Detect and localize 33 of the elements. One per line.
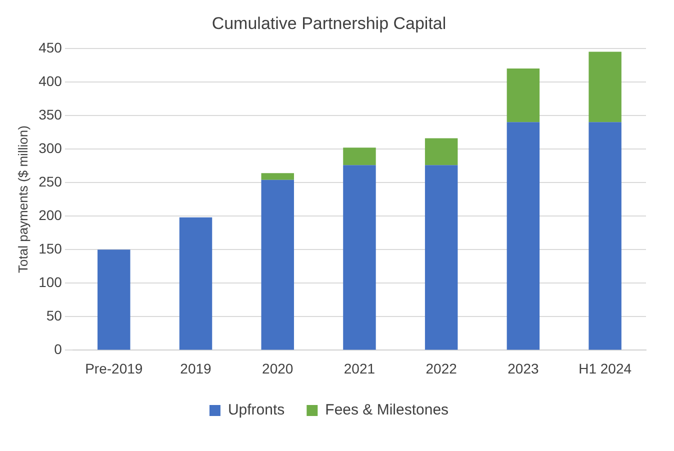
- bar: [261, 173, 294, 180]
- y-tick-label: 450: [38, 39, 62, 56]
- y-tick-label: 50: [46, 308, 62, 324]
- y-tick-label: 350: [38, 106, 62, 122]
- y-axis-title: Total payments ($ million): [15, 126, 30, 273]
- x-tick-label: Pre-2019: [85, 360, 143, 376]
- bar: [588, 52, 622, 122]
- bar: [506, 122, 540, 350]
- bar: [424, 165, 458, 350]
- bar: [343, 165, 376, 350]
- bar: [343, 148, 376, 166]
- legend-label: Fees & Milestones: [325, 402, 449, 419]
- bar: [588, 122, 622, 350]
- x-tick-label: 2022: [426, 360, 458, 376]
- bar: [179, 217, 212, 350]
- x-tick-label: 2023: [508, 360, 539, 376]
- y-tick-label: 0: [54, 341, 62, 358]
- x-tick-label: 2020: [262, 360, 294, 376]
- bar: [261, 180, 294, 350]
- y-tick-label: 150: [38, 240, 62, 256]
- y-tick-label: 250: [38, 173, 62, 190]
- y-tick-label: 300: [38, 140, 62, 156]
- x-tick-label: 2019: [180, 360, 212, 376]
- x-tick-label: 2021: [344, 360, 376, 376]
- y-tick-label: 200: [38, 206, 62, 223]
- legend-label: Upfronts: [228, 402, 285, 419]
- bar: [98, 250, 130, 350]
- y-tick-label: 400: [38, 72, 62, 89]
- bar: [506, 68, 540, 122]
- y-tick-label: 100: [38, 274, 62, 290]
- chart-title: Cumulative Partnership Capital: [212, 14, 446, 33]
- bar: [424, 138, 458, 166]
- x-tick-label: H1 2024: [578, 360, 632, 376]
